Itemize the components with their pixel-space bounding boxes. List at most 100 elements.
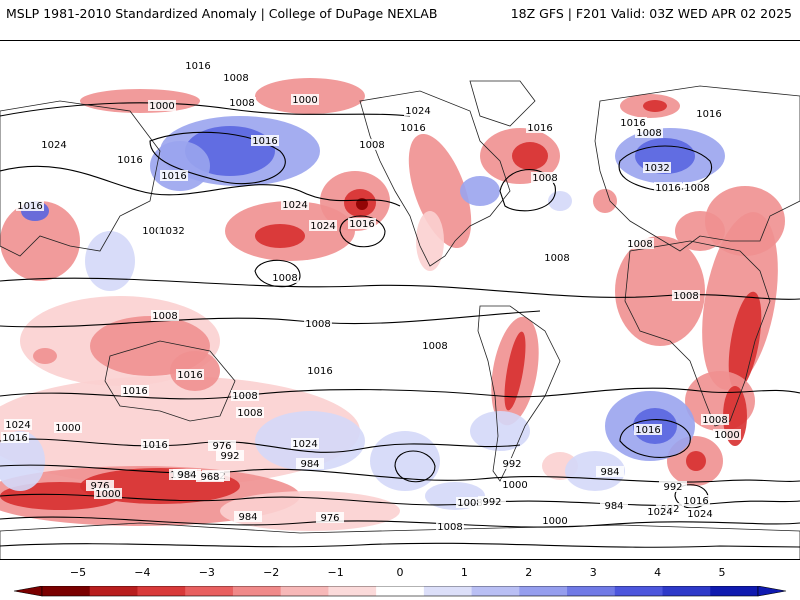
isobar-label-bg — [543, 252, 571, 263]
colorbar: −5 −4 −3 −2 −1 0 1 2 3 4 5 — [0, 566, 800, 600]
isobar-label-bg — [141, 225, 169, 236]
isobar-label: 1000 — [55, 423, 80, 434]
isobar-label: 1024 — [41, 140, 66, 151]
colorbar-bin — [137, 586, 186, 596]
isobar-label-bg — [421, 340, 449, 351]
isobar-label-bg — [600, 500, 628, 511]
isobar-label: 976 — [90, 481, 109, 492]
isobar-label: 992 — [220, 451, 239, 462]
isobar-label-bg — [348, 218, 376, 229]
isobar-label-bg — [141, 439, 169, 450]
isobar-label-bg — [456, 497, 484, 508]
isobar-label: 984 — [604, 501, 623, 512]
anomaly-area — [408, 133, 472, 249]
isobar-line — [0, 438, 521, 453]
colorbar-bin — [42, 586, 91, 596]
coastline — [624, 240, 771, 427]
anomaly-area — [593, 189, 617, 213]
isobar-label: 984 — [177, 470, 196, 481]
isobar-label-bg — [306, 365, 334, 376]
isobar-label-bg — [358, 139, 386, 150]
isobar-label-layer: 1016 1008 1000 1008 1000 1024 1016 1016 1008 1016… — [1, 60, 741, 533]
colorbar-tick-label: 4 — [654, 566, 662, 579]
isobar-label: 1008 — [272, 273, 297, 284]
isobar-line — [618, 145, 713, 192]
isobar-label-bg — [501, 479, 529, 490]
isobar-label: 1024 — [687, 509, 712, 520]
isobar-label-bg — [399, 122, 427, 133]
anomaly-area — [0, 431, 45, 491]
anomaly-area — [643, 100, 667, 112]
isobar-label: 1016 — [683, 496, 708, 507]
isobar-label-bg — [701, 414, 729, 425]
isobar-label-bg — [94, 488, 122, 499]
isobar-label-bg — [158, 225, 186, 236]
colorbar-bin — [710, 586, 759, 596]
isobar-line — [0, 310, 541, 328]
isobar-label-bg — [304, 318, 332, 329]
isobar-label-bg — [151, 310, 179, 321]
isobar-label-bg — [173, 469, 201, 480]
isobar-label-bg — [196, 471, 224, 482]
isobar-label: 1008 — [457, 498, 482, 509]
anomaly-area — [512, 142, 548, 170]
colorbar-arrow-low — [13, 586, 43, 597]
isobar-label: 1016 — [655, 183, 680, 194]
isobar-label-bg — [1, 432, 29, 443]
isobar-label: 1016 — [400, 123, 425, 134]
isobar-label-bg — [695, 108, 723, 119]
isobar-label: 1008 — [532, 173, 557, 184]
isobar-label: 984 — [300, 459, 319, 470]
isobar-label-bg — [271, 272, 299, 283]
isobar-line — [394, 450, 436, 483]
isobar-line — [0, 165, 401, 207]
isobar-label: 1008 — [223, 73, 248, 84]
isobar-label-bg — [296, 458, 324, 469]
anomaly-area — [150, 141, 210, 191]
colorbar-scale — [13, 586, 787, 597]
coastline — [469, 80, 536, 127]
anomaly-area — [728, 291, 762, 391]
anomaly-area — [702, 212, 778, 390]
anomaly-area — [565, 451, 625, 491]
isobar-label-bg — [176, 369, 204, 380]
isobar-label: 1008 — [636, 128, 661, 139]
anomaly-area — [504, 331, 526, 411]
isobar-label-bg — [404, 105, 432, 116]
isobar-label-bg — [683, 182, 711, 193]
isobar-label-bg — [281, 199, 309, 210]
isobar-label: 1032 — [159, 226, 184, 237]
anomaly-fill-layer — [0, 78, 785, 531]
anomaly-area — [416, 211, 444, 271]
isobar-label: 984 — [238, 512, 257, 523]
coastline — [0, 100, 161, 257]
isobar-line — [0, 387, 800, 400]
isobar-label: 1016 — [2, 433, 27, 444]
isobar-label-bg — [231, 390, 259, 401]
isobar-layer — [0, 102, 800, 548]
anomaly-area — [85, 231, 135, 291]
anomaly-map: 1016 1008 1000 1008 1000 1024 1016 1016 1008 1016… — [0, 60, 800, 559]
isobar-label-bg — [148, 100, 176, 111]
colorbar-bin — [89, 586, 138, 596]
isobar-label: 1016 — [307, 366, 332, 377]
isobar-line — [0, 516, 800, 528]
colorbar-bin — [662, 586, 711, 596]
isobar-label-bg — [672, 290, 700, 301]
isobar-label: 992 — [502, 459, 521, 470]
isobar-label: 1016 — [349, 219, 374, 230]
isobar-label: 1000 — [542, 516, 567, 527]
map-panel: 1016 1008 1000 1008 1000 1024 1016 1016 1008 1016… — [0, 40, 800, 560]
coastline — [104, 340, 236, 422]
isobar-label-bg — [228, 97, 256, 108]
isobar-line — [0, 464, 800, 483]
isobar-label: 1024 — [292, 439, 317, 450]
isobar-label: 1024 — [5, 420, 30, 431]
isobar-label-bg — [686, 508, 714, 519]
isobar-label: 1016 — [527, 123, 552, 134]
isobar-label: 968 — [200, 472, 219, 483]
isobar-line — [254, 259, 301, 288]
isobar-label: 1008 — [305, 319, 330, 330]
anomaly-area — [80, 89, 200, 113]
isobar-label: 992 — [663, 482, 682, 493]
